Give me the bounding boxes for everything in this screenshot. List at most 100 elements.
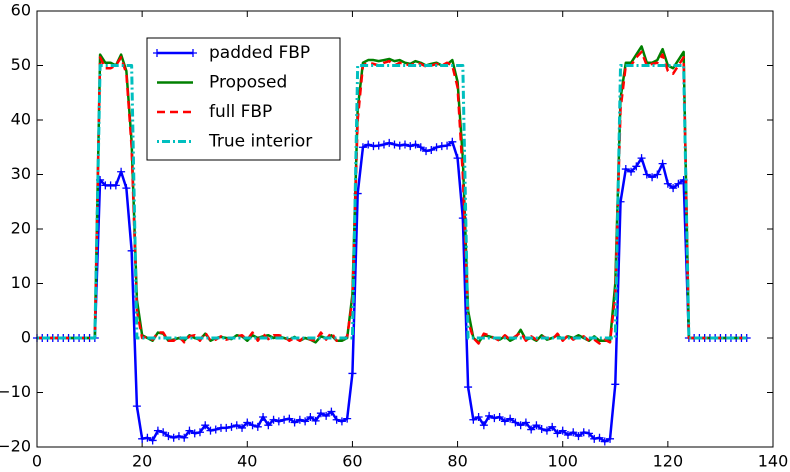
point-marker [627,167,636,176]
point-marker [227,422,236,431]
point-marker [479,421,488,430]
point-marker [143,433,152,442]
point-marker [585,429,593,438]
point-marker [248,421,257,430]
series-line [37,140,747,443]
point-marker [548,422,557,431]
point-marker [316,409,325,418]
point-marker [406,142,415,151]
point-marker [642,170,651,179]
point-marker [238,423,247,432]
point-marker [521,418,530,427]
x-tick-label: 80 [447,452,467,471]
point-marker [180,433,189,442]
point-marker [490,414,499,423]
point-marker [569,428,578,437]
point-marker [464,383,473,392]
legend-marker [189,49,197,57]
y-tick-label: −20 [0,437,31,456]
point-marker [164,432,173,441]
y-tick-label: 10 [11,273,31,292]
point-marker [343,414,352,423]
point-marker [448,137,457,146]
point-marker [648,173,657,182]
point-marker [595,433,604,442]
point-marker [206,426,215,435]
point-marker [485,411,494,420]
point-marker [553,429,562,438]
point-marker [558,426,567,435]
point-marker [159,428,168,437]
plot-frame [36,10,774,448]
x-tick-label: 40 [237,452,257,471]
point-marker [500,417,509,426]
point-marker [148,436,157,445]
point-marker [322,411,331,420]
point-marker [295,415,304,424]
point-marker [264,421,273,430]
point-marker [395,141,404,150]
point-marker [506,414,515,423]
point-marker [453,154,462,163]
point-marker [432,143,441,152]
y-tick-label: 60 [11,1,31,20]
y-tick-label: 30 [11,164,31,183]
x-tick-label: 60 [342,452,362,471]
x-tick-label: 120 [653,452,684,471]
point-marker [311,416,320,425]
point-marker [222,423,231,432]
point-marker [427,145,436,154]
y-tick-label: 40 [11,110,31,129]
y-tick-label: 20 [11,219,31,238]
point-marker [474,413,483,422]
point-marker [416,143,425,152]
point-marker [185,426,194,435]
point-marker [132,402,141,411]
point-marker [348,369,357,378]
point-marker [632,162,641,171]
point-marker [195,428,204,437]
legend-marker [153,49,161,57]
legend-label: True interior [208,132,312,152]
point-marker [537,425,546,434]
point-marker [138,434,147,443]
point-marker [385,138,394,147]
point-marker [390,140,399,149]
point-marker [301,417,310,426]
point-marker [611,380,620,389]
point-marker [532,421,541,430]
point-marker [600,437,609,446]
point-marker [253,422,262,431]
point-marker [606,434,615,443]
legend-label: padded FBP [209,43,310,63]
point-marker [663,179,672,188]
point-marker [574,432,583,441]
point-marker [621,165,630,174]
point-marker [153,426,162,435]
point-marker [411,140,420,149]
point-marker [563,431,572,440]
point-marker [337,417,346,426]
point-marker [117,167,126,176]
y-tick-label: 0 [21,328,31,347]
x-tick-label: 140 [758,452,789,471]
point-marker [516,421,525,430]
point-marker [280,415,289,424]
point-marker [306,413,315,422]
point-marker [332,415,341,424]
y-tick-label: −10 [0,382,31,401]
point-marker [190,429,199,438]
x-tick-label: 100 [547,452,578,471]
point-marker [358,143,367,152]
point-marker [469,415,478,424]
point-marker [527,425,536,434]
x-tick-label: 20 [132,452,152,471]
legend-box [146,37,341,161]
point-marker [211,425,220,434]
series-line [37,64,747,340]
point-marker [169,433,178,442]
legend-label: full FBP [209,102,272,122]
point-marker [274,417,283,426]
point-marker [637,154,646,163]
